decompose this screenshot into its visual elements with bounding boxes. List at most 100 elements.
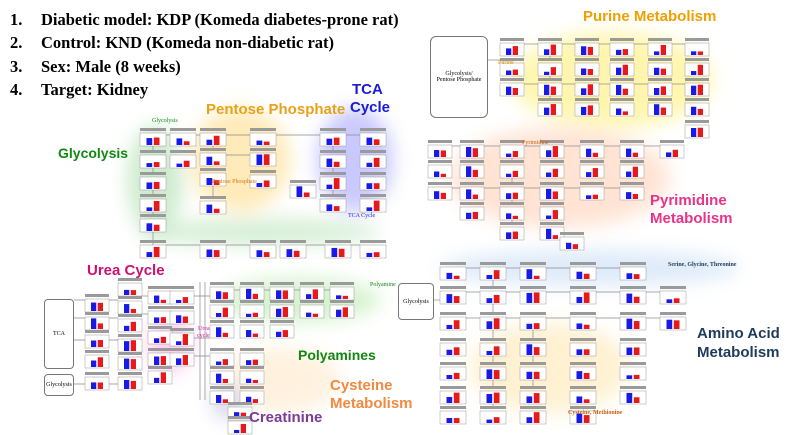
kdp-bar [256, 140, 263, 145]
knd-bar [592, 168, 598, 177]
metabolite-name-placeholder [610, 58, 634, 61]
mini-bar-chart-frame [269, 324, 295, 339]
title-amino-acid-line1: Amino Acid [697, 325, 780, 342]
kdp-bar [446, 396, 453, 403]
mini-bar-chart-frame [169, 154, 197, 169]
mini-bar-chart-frame [117, 318, 143, 333]
metabolite-name-placeholder [460, 160, 484, 163]
kdp-bar [124, 380, 130, 389]
metabolite-name-placeholder [520, 386, 546, 389]
kdp-bar [176, 358, 182, 365]
kdp-bar [486, 274, 493, 279]
mini-bar-chart-frame [84, 316, 110, 331]
metabolite-node [319, 128, 347, 147]
mini-bar-chart-frame [574, 102, 600, 117]
metabolite-node [569, 386, 597, 405]
metabolite-node [249, 148, 277, 167]
kdp-bar [691, 71, 697, 75]
metabolite-name-placeholder [560, 232, 584, 235]
metabolite-node [139, 194, 167, 213]
mini-bar-chart-frame [537, 82, 563, 97]
metabolite-name-placeholder [330, 282, 354, 285]
metabolite-name-placeholder [540, 222, 564, 225]
metabolite-name-placeholder [210, 348, 234, 351]
knd-bar [633, 296, 640, 303]
kdp-bar [626, 347, 633, 355]
metabolite-name-placeholder [240, 366, 264, 369]
mini-bar-chart-frame [619, 366, 647, 381]
kdp-bar [146, 138, 153, 145]
metabolite-name-placeholder [538, 98, 562, 101]
metabolite-name-placeholder [620, 182, 644, 185]
knd-bar [493, 346, 500, 355]
kdp-bar [91, 340, 97, 347]
knd-bar [222, 292, 228, 299]
knd-bar [697, 51, 703, 55]
metabolite-name-placeholder [620, 140, 644, 143]
kdp-bar [326, 138, 333, 145]
mini-bar-chart-frame [499, 42, 525, 57]
kdp-bar [626, 148, 632, 157]
knd-bar [533, 292, 540, 303]
knd-bar [453, 296, 460, 303]
mini-bar-chart-frame [439, 316, 467, 331]
kdp-bar [216, 327, 222, 337]
metabolite-node [684, 38, 710, 57]
kdp-bar [626, 273, 633, 279]
knd-bar [583, 324, 590, 329]
mini-bar-chart-frame [139, 154, 167, 169]
metabolite-node [439, 406, 467, 425]
mini-bar-chart-frame [147, 330, 173, 345]
kdp-bar [176, 299, 182, 303]
metabolite-name-placeholder [520, 362, 546, 365]
mini-bar-chart-frame [519, 316, 547, 331]
metabolite-node [459, 202, 485, 221]
mini-bar-chart-frame [269, 304, 295, 319]
knd-bar [373, 200, 380, 211]
kdp-bar [506, 193, 512, 199]
knd-bar [282, 330, 288, 337]
metabolite-node [537, 78, 563, 97]
metabolite-node [559, 232, 585, 251]
mini-bar-chart-frame [579, 186, 605, 201]
kdp-bar [666, 152, 672, 157]
knd-bar [222, 307, 228, 317]
mini-bar-chart-frame [569, 390, 597, 405]
kdp-bar [626, 318, 633, 329]
metabolite-name-placeholder [140, 150, 166, 153]
mini-bar-chart-frame [499, 82, 525, 97]
mini-bar-chart-frame [139, 132, 167, 147]
glycolysis-aa-box: Glycolysis [398, 283, 434, 320]
mini-bar-chart-frame [479, 316, 507, 331]
metabolite-name-placeholder [118, 296, 142, 299]
metabolite-name-placeholder [428, 160, 452, 163]
mini-bar-chart-frame [539, 144, 565, 159]
mini-bar-chart-frame [199, 244, 227, 259]
metabolite-name-placeholder [460, 202, 484, 205]
label-serine-glycine-threonine: Serine, Glycine, Threonine [668, 262, 737, 268]
kdp-bar [446, 272, 453, 279]
kdp-bar [616, 84, 622, 95]
mini-bar-chart-frame [619, 186, 645, 201]
kdp-bar [666, 319, 673, 329]
metabolite-node [359, 172, 387, 191]
metabolite-node [239, 366, 265, 385]
label-purine-small: Purine [498, 60, 514, 66]
metabolite-name-placeholder [140, 194, 166, 197]
knd-bar [472, 211, 478, 219]
metabolite-nodes [84, 38, 710, 435]
kdp-bar [256, 183, 263, 187]
mini-bar-chart-frame [239, 324, 265, 339]
metabolite-name-placeholder [480, 286, 506, 289]
metabolite-node [169, 328, 195, 347]
mini-bar-chart-frame [249, 152, 277, 167]
mini-bar-chart-frame [239, 286, 265, 301]
title-purine: Purine Metabolism [583, 8, 717, 25]
metabolite-node [569, 286, 597, 305]
metabolite-name-placeholder [85, 350, 109, 353]
kdp-bar [566, 242, 572, 249]
metabolite-name-placeholder [440, 286, 466, 289]
metabolite-name-placeholder [570, 338, 596, 341]
knd-bar [213, 180, 220, 185]
metabolite-name-placeholder [620, 312, 646, 315]
